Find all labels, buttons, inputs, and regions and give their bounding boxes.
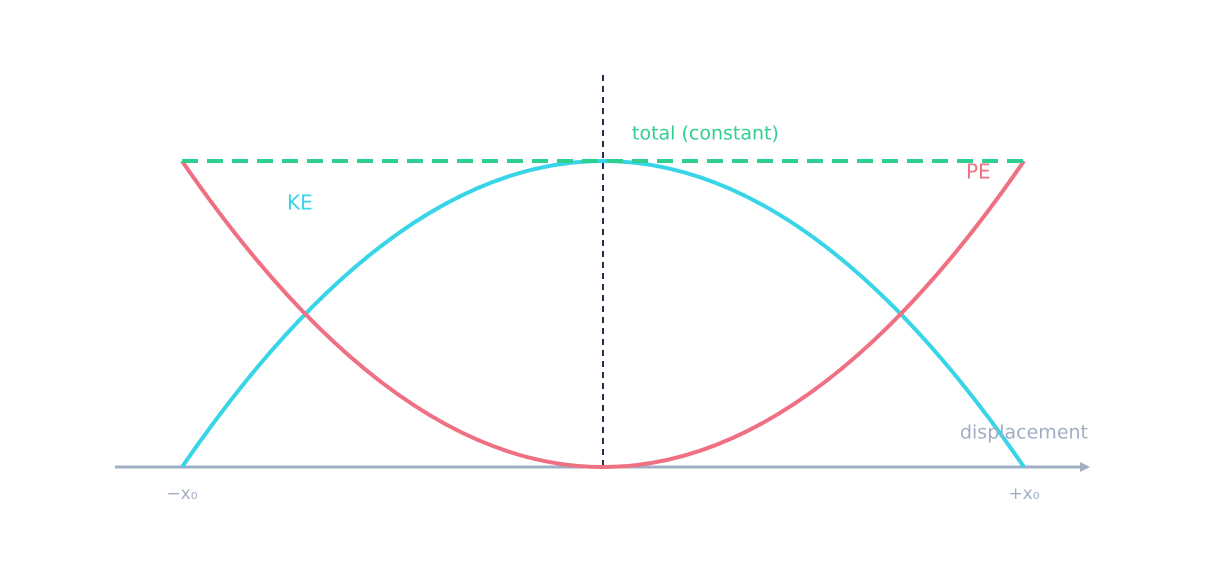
axis-label: displacement (960, 422, 1088, 444)
tick-label: +x₀ (1008, 484, 1039, 504)
pe-label: PE (966, 160, 991, 184)
total-label: total (constant) (632, 123, 779, 145)
ke-label: KE (287, 191, 313, 215)
tick-label: −x₀ (166, 484, 197, 504)
pe-curve (180, 159, 1026, 469)
